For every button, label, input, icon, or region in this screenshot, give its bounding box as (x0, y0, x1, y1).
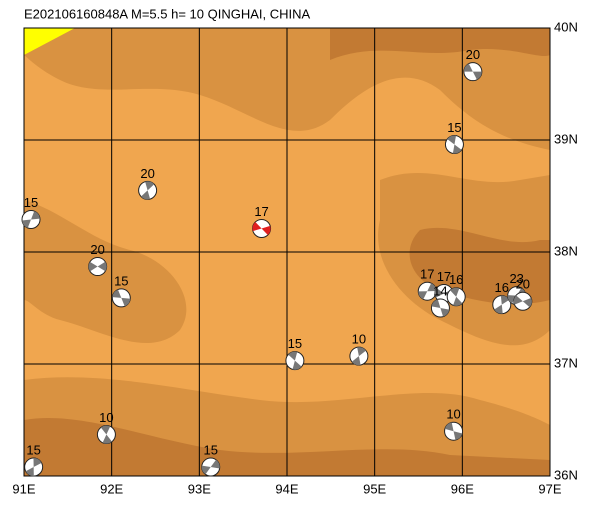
y-tick-label: 38N (554, 243, 578, 258)
y-tick-label: 40N (554, 19, 578, 34)
depth-label: 20 (466, 47, 480, 62)
compression-quadrant (453, 431, 463, 441)
compression-quadrant (145, 181, 155, 191)
compression-quadrant (431, 299, 441, 308)
depth-label: 10 (352, 332, 366, 347)
depth-label: 10 (446, 407, 460, 422)
focal-mechanism (444, 421, 464, 441)
focal-mechanism (88, 257, 108, 277)
compression-quadrant (292, 360, 302, 370)
compression-quadrant (201, 465, 211, 475)
focal-mechanism (96, 425, 116, 445)
compression-quadrant (444, 422, 454, 432)
compression-quadrant (22, 219, 32, 228)
focal-mechanism (430, 298, 450, 318)
focal-mechanism (417, 281, 437, 301)
x-tick-label: 93E (188, 481, 211, 496)
depth-label: 15 (114, 273, 128, 288)
depth-label: 15 (288, 336, 302, 351)
y-tick-label: 37N (554, 355, 578, 370)
compression-quadrant (522, 297, 532, 308)
depth-label: 15 (203, 442, 217, 457)
x-tick-label: 91E (12, 481, 35, 496)
compression-quadrant (88, 261, 98, 272)
depth-label: 15 (26, 442, 40, 457)
compression-quadrant (463, 63, 473, 72)
depth-label: 20 (90, 242, 104, 257)
compression-quadrant (500, 295, 510, 305)
compression-quadrant (447, 135, 457, 145)
focal-mechanism (463, 62, 483, 82)
compression-quadrant (418, 291, 428, 300)
compression-quadrant (453, 296, 463, 306)
compression-quadrant (288, 351, 298, 361)
depth-label: 10 (99, 410, 113, 425)
compression-quadrant (351, 356, 361, 366)
compression-quadrant (141, 190, 151, 200)
depth-label: 23 (509, 271, 523, 286)
compression-quadrant (102, 434, 112, 444)
map-title: E202106160848A M=5.5 h= 10 QINGHAI, CHIN… (24, 6, 311, 21)
compression-quadrant (112, 289, 122, 298)
focal-mechanism (446, 287, 466, 307)
depth-label: 14 (433, 283, 447, 298)
compression-quadrant (452, 144, 462, 154)
compression-quadrant (25, 467, 34, 477)
focal-mechanism (444, 134, 464, 154)
focal-mechanism (24, 457, 44, 477)
focal-mechanism (349, 346, 369, 366)
x-tick-label: 95E (363, 481, 386, 496)
depth-label: 15 (447, 120, 461, 135)
compression-quadrant (97, 261, 107, 272)
compression-quadrant (440, 308, 450, 317)
y-tick-label: 39N (554, 131, 578, 146)
focal-mechanism (21, 210, 41, 230)
x-tick-label: 94E (275, 481, 298, 496)
compression-quadrant (31, 211, 40, 220)
x-tick-label: 96E (451, 481, 474, 496)
depth-label: 17 (437, 269, 451, 284)
focal-mechanism (138, 180, 158, 200)
depth-label: 20 (516, 277, 530, 292)
compression-quadrant (357, 347, 366, 357)
compression-quadrant (434, 288, 444, 298)
depth-label: 17 (254, 204, 268, 219)
focal-mechanism (492, 295, 512, 315)
compression-quadrant (100, 425, 111, 435)
compression-quadrant (450, 287, 460, 297)
compression-quadrant (494, 304, 503, 314)
depth-label: 16 (449, 272, 463, 287)
compression-quadrant (33, 458, 42, 468)
compression-quadrant (210, 459, 220, 469)
compression-quadrant (252, 222, 262, 232)
focal-mechanism (285, 351, 305, 371)
compression-quadrant (121, 297, 131, 307)
compression-quadrant (472, 71, 482, 80)
focal-mechanism (513, 291, 533, 311)
x-tick-label: 97E (538, 481, 561, 496)
depth-label: 16 (495, 280, 509, 295)
y-tick-label: 36N (554, 467, 578, 482)
focal-mechanism (252, 218, 272, 238)
compression-quadrant (261, 225, 271, 235)
depth-label: 15 (24, 195, 38, 210)
x-tick-label: 92E (100, 481, 123, 496)
compression-quadrant (513, 295, 523, 305)
focal-mechanism (111, 288, 131, 308)
depth-label: 17 (420, 267, 434, 282)
depth-label: 20 (140, 166, 154, 181)
compression-quadrant (427, 283, 437, 292)
focal-mechanism (201, 457, 221, 477)
